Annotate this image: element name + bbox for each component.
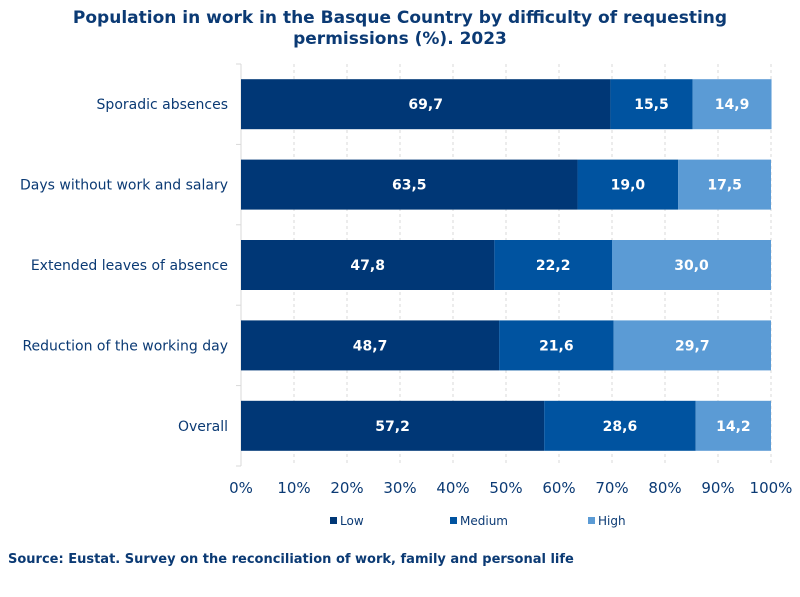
category-label: Extended leaves of absence [31, 258, 228, 274]
category-label: Days without work and salary [20, 178, 228, 194]
x-tick-label: 100% [750, 479, 793, 497]
data-label: 30,0 [674, 258, 709, 274]
bar-segment [544, 400, 696, 451]
data-label: 15,5 [634, 97, 669, 113]
x-tick-label: 20% [330, 479, 363, 497]
chart-title-line-1: Population in work in the Basque Country… [72, 8, 728, 28]
legend-swatch [330, 517, 337, 524]
x-tick-label: 60% [542, 479, 575, 497]
bar-segment [241, 159, 578, 210]
legend-label: Medium [460, 514, 508, 528]
data-label: 48,7 [353, 338, 388, 354]
data-label: 47,8 [350, 258, 385, 274]
legend-label: High [598, 514, 626, 528]
x-tick-label: 40% [436, 479, 469, 497]
bar-segment [577, 159, 679, 210]
bar-segment [612, 240, 771, 290]
data-label: 19,0 [611, 178, 646, 194]
bar-segment [241, 79, 611, 130]
x-tick-label: 50% [489, 479, 522, 497]
chart-title-line-2: permissions (%). 2023 [293, 29, 507, 49]
bar-segment [241, 400, 545, 451]
legend-swatch [588, 517, 595, 524]
data-label: 69,7 [408, 97, 443, 113]
x-tick-label: 70% [595, 479, 628, 497]
data-label: 21,6 [539, 338, 574, 354]
data-label: 28,6 [603, 419, 638, 435]
data-label: 14,9 [715, 97, 750, 113]
legend-swatch [450, 517, 457, 524]
data-label: 17,5 [707, 178, 742, 194]
data-label: 63,5 [392, 178, 427, 194]
bar-segment [241, 240, 495, 290]
bar-segment [494, 240, 612, 290]
x-tick-label: 0% [229, 479, 253, 497]
bar-segment [678, 159, 771, 210]
bar-segment [613, 320, 771, 371]
category-label: Sporadic absences [97, 97, 228, 113]
x-tick-label: 80% [648, 479, 681, 497]
bar-segment [692, 79, 772, 130]
bar-segment [610, 79, 693, 130]
data-label: 22,2 [536, 258, 571, 274]
bar-segment [499, 320, 614, 371]
data-label: 14,2 [716, 419, 751, 435]
chart-title: Population in work in the Basque Country… [0, 8, 800, 50]
x-tick-label: 30% [383, 479, 416, 497]
data-label: 29,7 [675, 338, 710, 354]
category-label: Overall [178, 419, 228, 435]
source-note: Source: Eustat. Survey on the reconcilia… [8, 552, 574, 567]
x-tick-label: 90% [701, 479, 734, 497]
data-label: 57,2 [375, 419, 410, 435]
bar-segment [695, 400, 771, 451]
x-tick-label: 10% [277, 479, 310, 497]
legend-label: Low [340, 514, 364, 528]
category-label: Reduction of the working day [22, 338, 228, 354]
bar-segment [241, 320, 500, 371]
